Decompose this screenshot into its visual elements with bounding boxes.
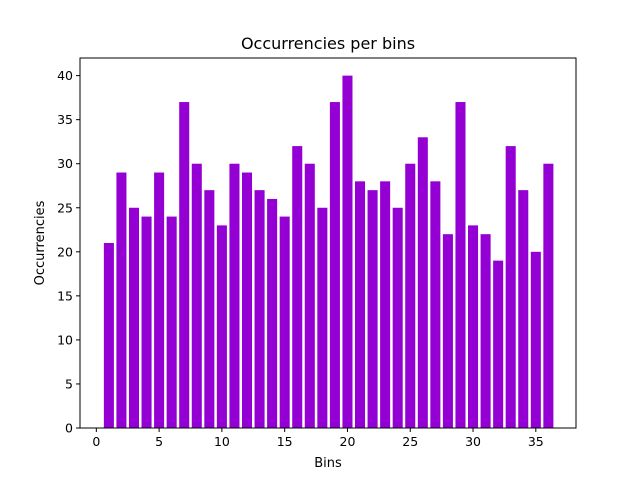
bar — [354, 181, 366, 428]
bar — [304, 163, 315, 428]
x-tick-label: 15 — [277, 434, 293, 449]
bar — [392, 207, 403, 428]
bar — [204, 190, 215, 428]
bar — [141, 216, 152, 428]
y-tick-label: 5 — [65, 376, 73, 391]
bar — [543, 163, 554, 428]
bar — [468, 225, 479, 428]
x-tick-label: 10 — [214, 434, 230, 449]
bar — [380, 181, 391, 428]
bar — [292, 146, 303, 428]
x-tick-label: 5 — [155, 434, 163, 449]
bar — [367, 190, 378, 428]
bar — [229, 163, 240, 428]
x-axis-label: Bins — [314, 456, 342, 471]
plot-frame — [79, 57, 577, 429]
bar — [216, 225, 227, 428]
bar — [191, 163, 202, 428]
x-tick-label: 20 — [340, 434, 356, 449]
bar — [254, 190, 265, 428]
bar — [530, 251, 541, 428]
bar — [442, 234, 453, 428]
y-tick-label: 0 — [65, 421, 73, 436]
bar — [405, 163, 416, 428]
bars-group — [103, 75, 554, 429]
y-tick-label: 35 — [57, 112, 73, 127]
bar — [116, 172, 127, 428]
bar — [480, 234, 491, 428]
x-tick-label: 25 — [402, 434, 418, 449]
bar — [505, 146, 516, 428]
bar — [267, 198, 278, 428]
y-axis-label: Occurrencies — [33, 200, 48, 285]
y-tick-label: 10 — [57, 332, 73, 347]
x-tick-label: 30 — [465, 434, 481, 449]
chart-title: Occurrencies per bins — [241, 34, 415, 53]
bar — [493, 260, 504, 428]
bar — [317, 207, 328, 428]
bar — [455, 102, 466, 429]
bar — [166, 216, 177, 428]
bar — [417, 137, 428, 429]
bar — [179, 102, 190, 429]
x-axis-ticks: 0 5 10 15 20 25 30 35 — [92, 428, 544, 449]
x-tick-label: 0 — [92, 434, 100, 449]
y-axis-ticks: 0 5 10 15 20 25 30 35 40 — [57, 68, 80, 436]
bar — [518, 190, 529, 428]
bar — [241, 172, 253, 428]
bar — [103, 243, 114, 428]
bar — [329, 102, 340, 429]
y-tick-label: 30 — [57, 156, 73, 171]
y-tick-label: 40 — [57, 68, 73, 83]
bar — [128, 207, 140, 428]
bar — [342, 75, 353, 428]
y-tick-label: 25 — [57, 200, 73, 215]
bar — [430, 181, 441, 428]
bar — [279, 216, 290, 428]
y-tick-label: 15 — [57, 288, 73, 303]
bar — [154, 172, 165, 428]
y-tick-label: 20 — [57, 244, 73, 259]
x-tick-label: 35 — [528, 434, 544, 449]
